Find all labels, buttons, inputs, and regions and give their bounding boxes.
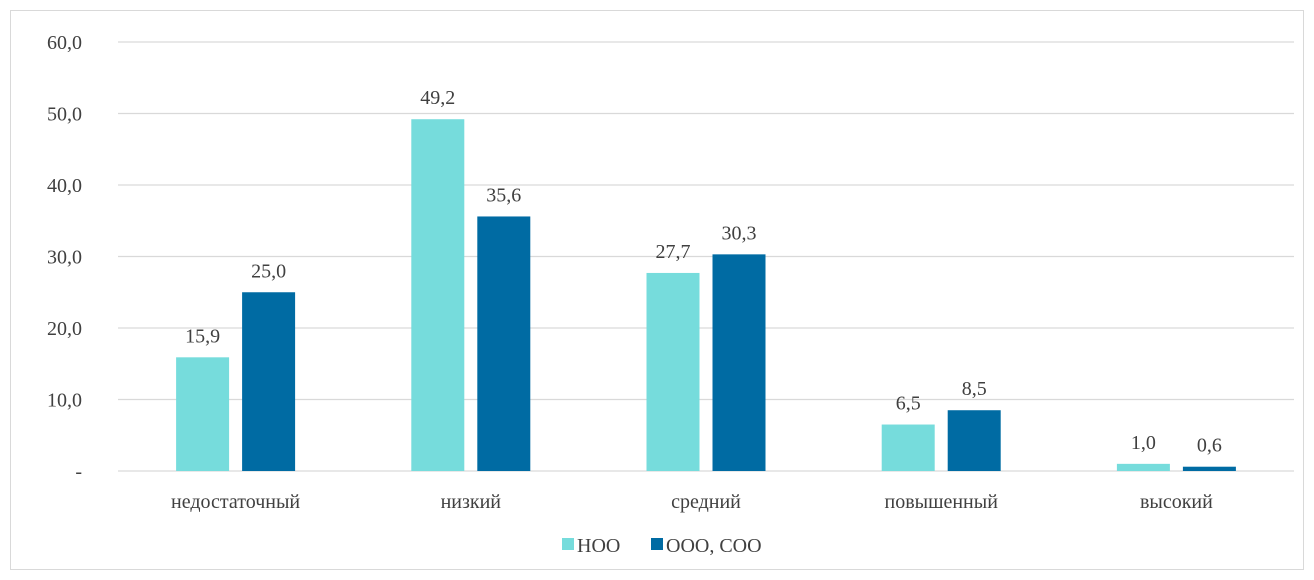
bar — [242, 292, 296, 471]
x-category-label: низкий — [441, 491, 502, 513]
bar — [881, 424, 935, 471]
data-label: 35,6 — [486, 184, 521, 206]
bar — [1182, 466, 1236, 471]
bar — [712, 254, 766, 471]
bar — [646, 272, 700, 471]
bar — [947, 410, 1001, 471]
x-category-label: недостаточный — [171, 491, 300, 513]
bars — [176, 119, 1236, 471]
legend: НОО ООО, СОО — [562, 535, 762, 557]
data-label: 6,5 — [896, 393, 921, 415]
legend-label: НОО — [577, 535, 620, 557]
data-label: 25,0 — [251, 260, 286, 282]
y-tick-label: 60,0 — [47, 32, 82, 54]
y-tick-label: 30,0 — [47, 247, 82, 269]
data-labels: 15,9 25,0 49,2 35,6 27,7 30,3 6,5 8,5 1,0 0,6 — [185, 87, 1222, 456]
data-label: 15,9 — [185, 325, 220, 347]
data-label: 30,3 — [722, 222, 757, 244]
bar — [477, 216, 531, 471]
x-axis-categories: недостаточный низкий средний повышенный высо… — [171, 491, 1213, 513]
gridlines — [118, 41, 1294, 472]
legend-label: ООО, СОО — [666, 535, 762, 557]
data-label: 1,0 — [1131, 432, 1156, 454]
legend-swatch — [562, 538, 574, 550]
y-tick-label: 10,0 — [47, 390, 82, 412]
y-axis-ticks: - 10,0 20,0 30,0 40,0 50,0 60,0 — [47, 32, 82, 483]
x-category-label: высокий — [1140, 491, 1213, 513]
bar — [411, 119, 465, 471]
data-label: 8,5 — [962, 378, 987, 400]
bar — [176, 357, 230, 471]
x-category-label: средний — [671, 491, 741, 513]
y-tick-label: 50,0 — [47, 104, 82, 126]
y-tick-label: - — [75, 461, 82, 483]
data-label: 27,7 — [656, 241, 691, 263]
legend-swatch — [651, 538, 663, 550]
y-tick-label: 20,0 — [47, 318, 82, 340]
x-category-label: повышенный — [884, 491, 998, 513]
y-tick-label: 40,0 — [47, 175, 82, 197]
data-label: 49,2 — [420, 87, 455, 109]
data-label: 0,6 — [1197, 435, 1222, 457]
bar — [1116, 463, 1170, 471]
